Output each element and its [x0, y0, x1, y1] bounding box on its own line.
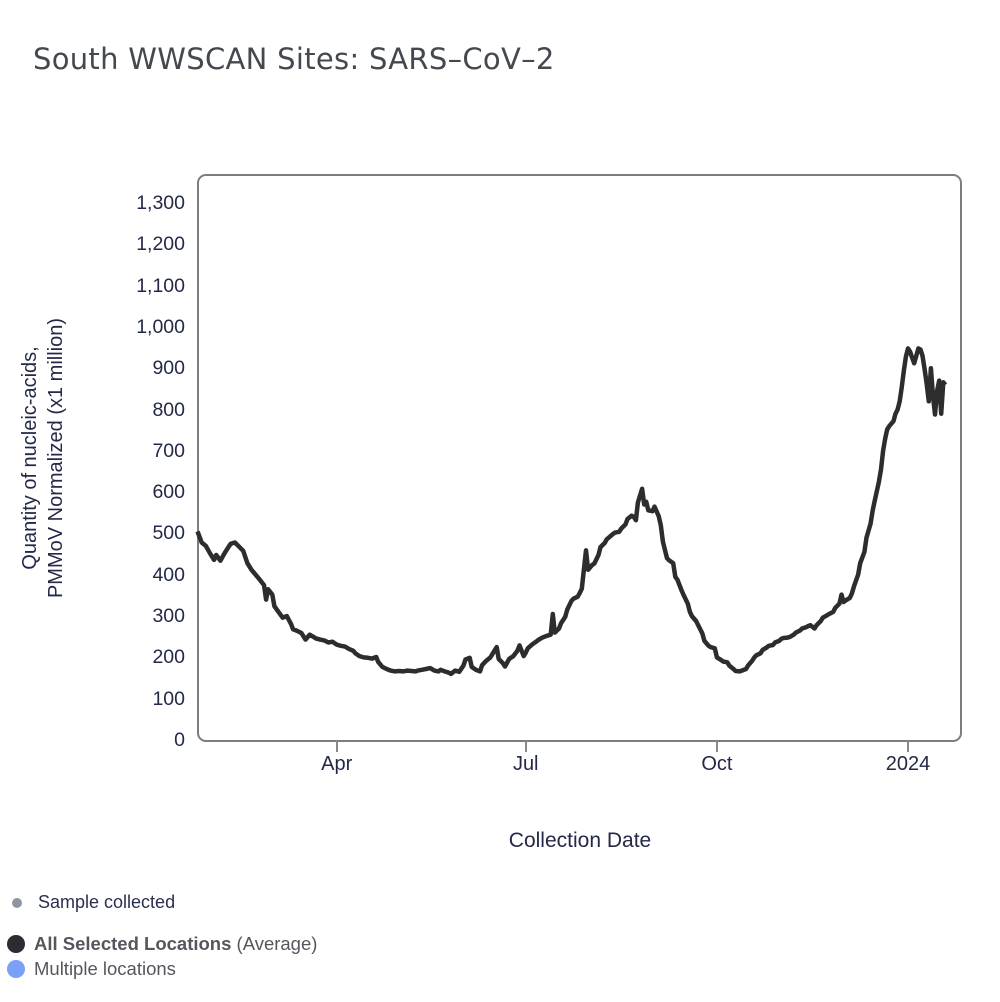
y-tick-label: 800: [152, 398, 185, 421]
legend-label-sample-collected: Sample collected: [38, 892, 176, 912]
y-tick-label: 600: [152, 481, 185, 504]
y-axis-title-line2: PMMoV Normalized (x1 million): [45, 317, 67, 599]
x-tick-label: 2024: [885, 753, 931, 775]
y-tick-label: 0: [174, 729, 185, 751]
legend-item-sample-collected: Sample collected: [12, 892, 175, 913]
y-tick-label: 500: [152, 522, 185, 545]
y-tick-label: 100: [152, 687, 185, 710]
plot-panel: [197, 174, 962, 742]
x-tick-label: Apr: [321, 753, 353, 775]
y-tick-label: 1,100: [136, 274, 185, 297]
y-tick-label: 200: [152, 646, 185, 669]
y-tick-label: 1,300: [136, 192, 185, 214]
x-axis-title: Collection Date: [508, 829, 652, 852]
y-tick-label: 900: [152, 357, 185, 380]
legend-label-multiple-locations: Multiple locations: [34, 958, 176, 979]
x-tick-mark: [524, 741, 527, 752]
x-tick-mark: [335, 741, 338, 752]
page-title: South WWSCAN Sites: SARS–CoV–2: [33, 42, 555, 76]
legend-label-bold: All Selected Locations: [34, 933, 232, 954]
y-tick-label: 300: [152, 605, 185, 628]
x-tick-label: Oct: [701, 753, 733, 775]
y-axis-title-line1: Quantity of nucleic-acids,: [19, 346, 41, 570]
y-tick-label: 1,000: [136, 315, 185, 338]
legend-label-all-selected-locations: All Selected Locations (Average): [34, 933, 317, 955]
legend-item-all-selected-locations: All Selected Locations (Average): [7, 933, 317, 955]
legend-label-average-suffix: (Average): [231, 933, 318, 954]
sample-collected-dot-icon: [12, 897, 22, 908]
y-tick-label: 700: [152, 439, 185, 462]
x-tick-mark: [715, 741, 718, 752]
y-tick-label: 1,200: [136, 233, 185, 256]
y-tick-label: 400: [152, 563, 185, 586]
all-selected-locations-dot-icon: [7, 935, 25, 953]
y-axis-title: Quantity of nucleic-acids, PMMoV Normali…: [17, 158, 69, 758]
x-tick-mark: [907, 741, 909, 752]
multiple-locations-dot-icon: [7, 960, 25, 978]
x-tick-label: Jul: [512, 753, 539, 775]
legend-item-multiple-locations: Multiple locations: [7, 958, 176, 980]
